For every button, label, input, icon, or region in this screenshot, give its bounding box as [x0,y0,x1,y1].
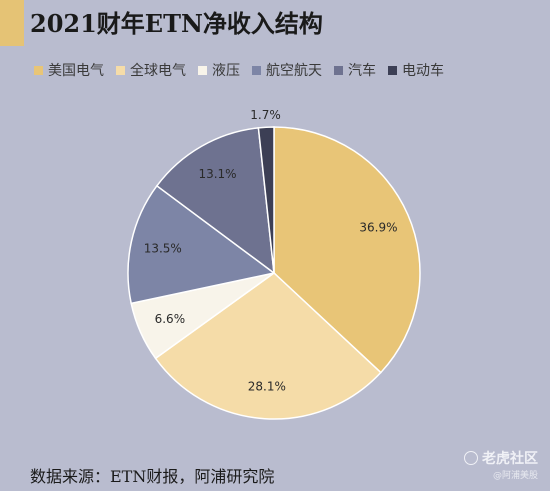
watermark-main: 老虎社区 [482,451,538,467]
pie-slice [127,184,276,305]
legend-item: 电动车 [388,60,444,80]
slice-data-label: 1.7% [250,108,281,122]
legend-swatch [116,65,125,75]
slice-data-label: 13.5% [144,242,182,256]
chart-title: 2021财年ETN净收入结构 [30,9,323,38]
pie-slice [257,126,275,274]
slice-data-label: 28.1% [248,380,286,394]
legend-label: 航空航天 [266,63,322,79]
legend-label: 美国电气 [48,63,104,79]
source-note: 数据来源：ETN财报，阿浦研究院 [30,467,275,486]
legend-label: 液压 [212,63,240,79]
slice-data-label: 6.6% [155,312,186,326]
community-logo-icon [464,451,478,465]
legend-swatch [252,65,261,75]
watermark-sub: @阿浦美股 [492,471,538,481]
legend-swatch [334,65,343,75]
slice-data-label: 13.1% [198,167,236,181]
pie-slice [154,272,382,420]
legend-item: 全球电气 [116,60,186,80]
legend-item: 美国电气 [34,60,104,80]
legend-label: 汽车 [348,63,376,79]
watermark: 老虎社区 @阿浦美股 [464,448,538,481]
legend-label: 电动车 [402,63,444,79]
title-accent-bar [0,0,24,46]
legend-swatch [198,65,207,75]
pie-slice [155,127,275,275]
chart-legend: 美国电气 全球电气 液压 航空航天 汽车 电动车 [34,60,444,80]
legend-swatch [34,65,43,75]
legend-item: 汽车 [334,60,376,80]
slice-data-label: 36.9% [359,221,397,235]
legend-swatch [388,65,397,75]
pie-slice [273,126,421,374]
legend-label: 全球电气 [130,63,186,79]
legend-item: 航空航天 [252,60,322,80]
legend-item: 液压 [198,60,240,80]
